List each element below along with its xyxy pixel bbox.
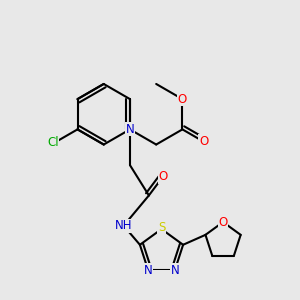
Text: N: N	[144, 264, 152, 277]
Text: N: N	[126, 123, 134, 136]
Text: NH: NH	[115, 219, 132, 232]
Text: Cl: Cl	[47, 136, 58, 149]
Text: O: O	[218, 216, 228, 229]
Text: O: O	[178, 93, 187, 106]
Text: O: O	[158, 170, 167, 183]
Text: S: S	[158, 221, 165, 234]
Text: N: N	[170, 264, 179, 277]
Text: O: O	[199, 135, 208, 148]
